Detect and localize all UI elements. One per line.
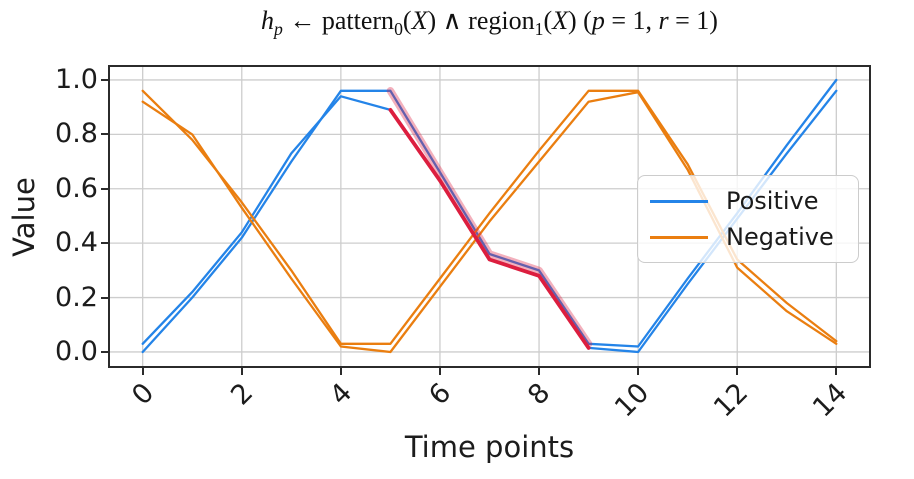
y-tick-mark: [101, 78, 108, 81]
title-part: = 1,: [604, 6, 659, 35]
title-part: ) ∧ region: [427, 6, 535, 35]
title-part: ← pattern: [282, 6, 395, 35]
title-part: (: [543, 6, 553, 35]
y-tick-label: 0.4: [55, 227, 98, 259]
x-tick-mark: [141, 368, 144, 375]
y-axis-label: Value: [7, 177, 41, 257]
x-tick-mark: [736, 368, 739, 375]
x-tick-mark: [240, 368, 243, 375]
y-tick-label: 0.6: [55, 172, 98, 204]
y-tick-mark: [101, 296, 108, 299]
title-part: p: [274, 19, 283, 40]
y-tick-mark: [101, 187, 108, 190]
x-axis-label: Time points: [404, 430, 575, 464]
legend-label-negative: Negative: [726, 223, 834, 251]
title-part: 0: [394, 19, 403, 40]
y-tick-mark: [101, 242, 108, 245]
title-part: (: [402, 6, 412, 35]
x-tick-mark: [835, 368, 838, 375]
axes-spines: [108, 65, 871, 368]
positive-line-swatch: [650, 199, 708, 203]
legend-label-positive: Positive: [726, 187, 819, 215]
legend-entry-negative: Negative: [650, 222, 846, 252]
x-tick-mark: [538, 368, 541, 375]
y-tick-label: 1.0: [55, 63, 98, 95]
title-part: X: [411, 6, 428, 35]
chart-title: hp ← pattern0(X) ∧ region1(X) (p = 1, r …: [108, 4, 871, 38]
matched-region-outer-highlight: [386, 87, 593, 348]
legend: Positive Negative: [637, 175, 859, 263]
x-tick-mark: [438, 368, 441, 375]
title-part: ) (: [568, 6, 592, 35]
matched-region-inner-highlight: [388, 108, 591, 350]
title-part: h: [261, 6, 275, 35]
y-tick-mark: [101, 350, 108, 353]
title-part: p: [591, 6, 605, 35]
x-tick-mark: [637, 368, 640, 375]
y-tick-label: 0.2: [55, 281, 98, 313]
title-part: X: [552, 6, 568, 35]
x-tick-mark: [339, 368, 342, 375]
legend-entry-positive: Positive: [650, 186, 846, 216]
y-tick-label: 0.8: [55, 118, 98, 150]
title-part: 1: [534, 19, 544, 40]
y-tick-label: 0.0: [55, 335, 98, 367]
negative-line-swatch: [650, 235, 708, 239]
y-tick-mark: [101, 133, 108, 136]
title-part: = 1): [668, 6, 718, 35]
title-part: r: [658, 6, 669, 35]
